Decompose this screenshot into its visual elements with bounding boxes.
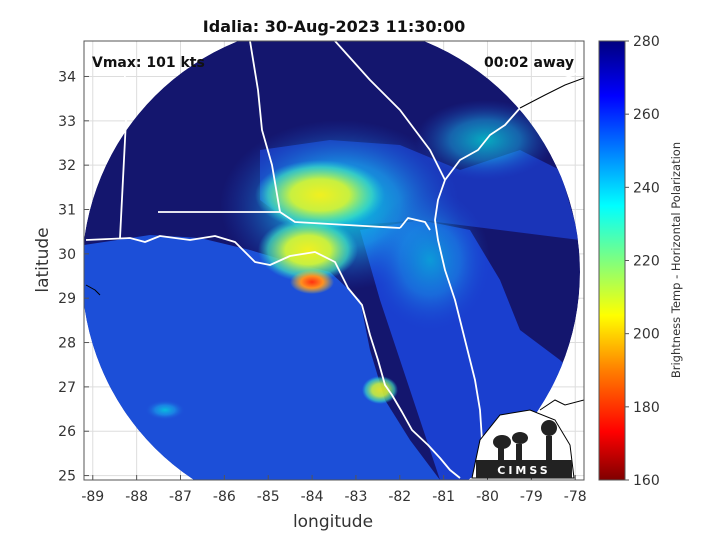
time-offset-label: 00:02 away (484, 55, 574, 71)
map-axes: -89 -88 -87 -86 -85 -84 -83 -82 -81 -80 -79 -78 252… (58, 40, 587, 505)
y-tick-label: 28 (58, 336, 76, 352)
x-tick-label: -80 (476, 489, 499, 505)
x-tick-label: -81 (432, 489, 455, 505)
state-boundary-ga-sc (334, 41, 446, 181)
colorbar-tick-label: 260 (633, 107, 660, 123)
bahamas-outline (539, 399, 584, 411)
x-tick-label: -83 (344, 489, 367, 505)
logo-text: CIMSS (497, 464, 550, 477)
colorbar-gradient (598, 40, 626, 481)
land-outline-outside (85, 77, 584, 411)
y-tick-label: 26 (58, 424, 76, 440)
rainband-south (362, 376, 398, 404)
vmax-label: Vmax: 101 kts (92, 55, 205, 71)
y-tick-label: 25 (58, 469, 76, 485)
y-tick-label: 34 (58, 69, 76, 85)
x-tick-label: -87 (169, 489, 192, 505)
storm-north-band (255, 160, 385, 230)
state-boundary-ga-fl (399, 217, 431, 231)
florida-coast (85, 235, 461, 479)
coastlines (85, 41, 581, 479)
x-tick-label: -85 (257, 489, 280, 505)
y-axis-label: latitude (33, 227, 53, 292)
florida-east-coast (434, 179, 483, 479)
colorbar-ticks: 160 180 200 220 240 260 280 (625, 34, 660, 489)
y-tick-label: 31 (58, 203, 76, 219)
y-tick-label: 29 (58, 291, 76, 307)
storm-core (258, 218, 358, 282)
state-boundary-ga-al (249, 41, 281, 213)
rainband-gulf (145, 400, 185, 420)
chart-title: Idalia: 30-Aug-2023 11:30:00 (203, 17, 465, 36)
atlantic-coast (444, 71, 581, 181)
colorbar-tick-label: 240 (633, 180, 660, 196)
x-tick-label: -82 (388, 489, 411, 505)
colorbar-label: Brightness Temp - Horizontal Polarizatio… (669, 142, 683, 378)
colorbar: 160 180 200 220 240 260 280 Brightness Temp - … (598, 34, 683, 489)
x-axis-ticks: -89 -88 -87 -86 -85 -84 -83 -82 -81 -80 -79 -78 (81, 475, 587, 505)
y-tick-label: 30 (58, 247, 76, 263)
y-tick-label: 33 (58, 114, 76, 130)
state-boundary-ms-al (119, 41, 127, 239)
y-tick-label: 27 (58, 380, 76, 396)
storm-feeder-band-e (370, 190, 490, 330)
y-tick-label: 32 (58, 158, 76, 174)
state-boundary-al-fl (158, 211, 401, 229)
x-tick-label: -78 (564, 489, 587, 505)
colorbar-tick-label: 160 (633, 473, 660, 489)
colorbar-tick-label: 180 (633, 400, 660, 416)
cimss-logo: CIMSS (471, 409, 575, 479)
x-tick-label: -86 (213, 489, 236, 505)
y-axis-ticks: 25 26 27 28 29 30 31 32 33 34 (58, 69, 89, 485)
x-tick-label: -88 (125, 489, 148, 505)
colorbar-tick-label: 200 (633, 327, 660, 343)
carolina-coast-outline (519, 77, 584, 109)
x-tick-label: -84 (301, 489, 324, 505)
colorbar-tick-label: 220 (633, 254, 660, 270)
x-axis-label: longitude (293, 512, 373, 532)
x-tick-label: -89 (81, 489, 104, 505)
louisiana-outline (85, 284, 101, 296)
x-tick-label: -79 (520, 489, 543, 505)
colorbar-tick-label: 280 (633, 34, 660, 50)
storm-eyewall (290, 270, 334, 294)
